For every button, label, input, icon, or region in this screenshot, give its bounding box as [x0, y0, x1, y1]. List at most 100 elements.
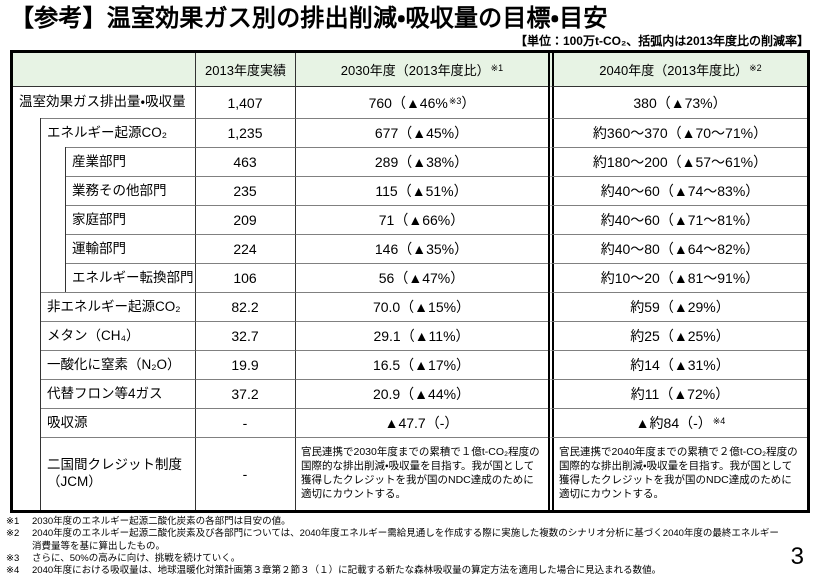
table-row: 産業部門 463 289（▲38%） 約180～200（▲57～61%）: [13, 147, 807, 177]
footnote-ref: [458, 416, 459, 426]
row-label: 一酸化に窒素（N₂O）: [41, 350, 195, 379]
indent-spacer: [13, 205, 41, 235]
value-2040: 約59（▲29%）: [548, 292, 807, 322]
row-label: 非エネルギー起源CO₂: [41, 292, 195, 321]
value-2013-text: 37.2: [231, 386, 259, 402]
table-row: 家庭部門 209 71（▲66%） 約40～60（▲71～81%）: [13, 205, 807, 235]
header-fy2040: 2040年度（2013年度比）※2: [548, 53, 807, 87]
row-label: 家庭部門: [66, 205, 195, 234]
value-2030-text: 20.9（▲44%）: [373, 384, 471, 404]
indent-spacer: [13, 176, 41, 206]
value-2040-text: 約40～60（▲74～83%）: [601, 181, 761, 201]
value-2040-pre: 約40～60（▲74～83%）: [600, 183, 760, 200]
table-row: 非エネルギー起源CO₂ 82.2 70.0（▲15%） 約59（▲29%）: [13, 292, 807, 322]
value-2040: ▲約84（-）※4: [548, 408, 807, 438]
indent-spacer: [13, 263, 41, 293]
footnote-ref: [263, 96, 264, 106]
value-2030-pre: 16.5（▲17%）: [372, 357, 471, 374]
value-2040-text: ▲約84（-）※4: [636, 413, 726, 433]
row-label: 温室効果ガス排出量・吸収量: [13, 86, 195, 118]
indent-spacer: [41, 205, 66, 235]
row-label: エネルギー転換部門: [66, 263, 195, 292]
footnote-ref: [259, 358, 260, 368]
value-2040-pre: 380（▲73%）: [633, 94, 727, 111]
footnote-mark: ※4: [6, 564, 20, 576]
value-2030: 289（▲38%）: [295, 147, 548, 177]
value-2013-pre: 32.7: [231, 328, 259, 345]
value-2013-text: -: [243, 415, 249, 431]
footnote-ref: [257, 271, 258, 281]
indent-spacer: [13, 292, 41, 322]
row-label: 業務その他部門: [66, 176, 195, 205]
row-label: メタン（CH₄）: [41, 321, 195, 350]
value-2040-pre: 約14（▲31%）: [630, 357, 730, 374]
value-2030: 760（▲46%※3）: [295, 86, 548, 119]
header-item: [13, 53, 195, 87]
row-label: エネルギー起源CO₂: [41, 118, 195, 147]
header-fy2030: 2030年度（2013年度比）※1: [295, 53, 548, 87]
footnote-ref: [727, 96, 728, 106]
footnote-ref: ※2: [749, 63, 762, 74]
value-2030-text: 官民連携で2030年度までの累積で１億t-CO₂程度の国際的な排出削減・吸収量を…: [301, 446, 543, 501]
value-2030-text: 71（▲66%）: [379, 210, 465, 230]
value-2030-pre: 115（▲51%）: [375, 183, 468, 200]
value-2013-text: 1,407: [227, 95, 263, 111]
indent-spacer: [13, 321, 41, 351]
value-2040-text: 約25（▲25%）: [630, 326, 730, 346]
value-2013-pre: 1,235: [227, 125, 263, 142]
table-row: エネルギー転換部門 106 56（▲47%） 約10～20（▲81～91%）: [13, 263, 807, 293]
value-2040-text: 約360～370（▲70～71%）: [593, 123, 768, 143]
value-2013-text: 19.9: [231, 357, 259, 373]
value-2040-pre: 約10～20（▲81～91%）: [600, 270, 760, 287]
footnote-ref: [259, 300, 260, 310]
value-2040-text: 約59（▲29%）: [630, 297, 730, 317]
footnote-ref: [259, 387, 260, 397]
value-2030-pre: ▲47.7（-）: [384, 415, 459, 432]
footnote-ref: [257, 213, 258, 223]
footnote: ※4 2040年度における吸収量は、地球温暖化対策計画第３章第２節３（１）に記載す…: [6, 565, 814, 577]
footnote-ref: [406, 485, 407, 495]
value-2030-text: 115（▲51%）: [375, 181, 468, 201]
value-2030: 70.0（▲15%）: [295, 292, 548, 322]
value-2030-pre: 71（▲66%）: [378, 212, 465, 229]
value-2013-text: 209: [233, 212, 257, 228]
footnote: ※1 2030年度のエネルギー起源二酸化炭素の各部門は目安の値。: [6, 516, 814, 528]
page-title: 【参考】温室効果ガス別の排出削減・吸収量の目標・目安: [10, 5, 608, 32]
value-2013-text: 235: [233, 183, 257, 199]
value-2013: 209: [195, 205, 295, 235]
footnote-ref: [730, 300, 731, 310]
footnote-ref: [468, 126, 469, 136]
value-2040-text: 約10～20（▲81～91%）: [601, 268, 761, 288]
value-2040-pre: 約40～60（▲71～81%）: [600, 212, 760, 229]
value-2040-text: 約40～80（▲64～82%）: [601, 239, 761, 259]
footnote-ref: [470, 329, 471, 339]
value-2013: 463: [195, 147, 295, 177]
table-row: メタン（CH₄） 32.7 29.1（▲11%） 約25（▲25%）: [13, 321, 807, 351]
footnote-ref: [729, 387, 730, 397]
footnote-text: 2040年度における吸収量は、地球温暖化対策計画第３章第２節３（１）に記載する新…: [32, 564, 662, 576]
table-row: 吸収源 - ▲47.7（-） ▲約84（-）※4: [13, 408, 807, 438]
value-2040: 約40～60（▲74～83%）: [548, 176, 807, 206]
footnote-ref: [730, 329, 731, 339]
footnote-ref: [470, 387, 471, 397]
value-2013-text: 82.2: [231, 299, 259, 315]
table-row: 温室効果ガス排出量・吸収量 1,407 760（▲46%※3） 380（▲73%）: [13, 86, 807, 119]
table-row: 運輸部門 224 146（▲35%） 約40～80（▲64～82%）: [13, 234, 807, 264]
indent-spacer: [13, 379, 41, 409]
header-fy2013: 2013年度実績: [195, 53, 295, 87]
value-2030: 71（▲66%）: [295, 205, 548, 235]
value-2013-text: 1,235: [227, 125, 263, 141]
value-2013: 106: [195, 263, 295, 293]
footnote-text: 2040年度のエネルギー起源二酸化炭素及び各部門については、2040年度エネルギ…: [32, 528, 779, 552]
row-label: 吸収源: [41, 408, 195, 437]
footnote: ※3 さらに、50%の高みに向け、挑戦を続けていく。: [6, 553, 814, 565]
footnote-mark: ※1: [6, 516, 20, 528]
footnote-ref: [257, 184, 258, 194]
footnote-ref: [468, 184, 469, 194]
footnote-ref: ※4: [712, 416, 726, 427]
footnote-ref: ※1: [490, 63, 504, 74]
footnote-ref: [468, 242, 469, 252]
footnote-ref: [464, 271, 465, 281]
footnote-ref: [247, 467, 248, 477]
table-row: 二国間クレジット制度 （JCM） - 官民連携で2030年度までの累積で１億t-CO…: [13, 437, 807, 511]
